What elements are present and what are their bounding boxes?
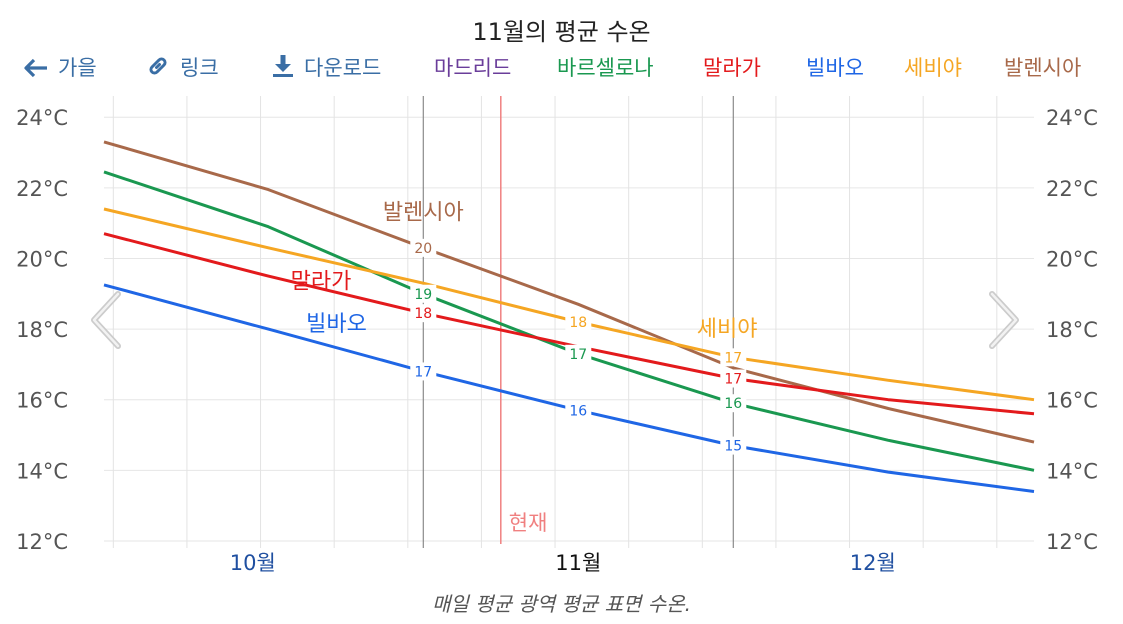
y-tick-label-right: 20°C [1046,247,1098,271]
city-button-barcelona[interactable]: 바르셀로나 [557,56,654,80]
series-line-2 [103,207,1035,402]
y-tick-label-left: 16°C [16,389,68,413]
y-tick-label-left: 18°C [16,318,68,342]
point-label-bg [720,436,747,455]
point-label-bg [720,394,747,413]
point-label-bg [565,313,592,331]
series-name-label-4: 빌바오 [306,312,367,337]
city-button-sevilla[interactable]: 세비야 [904,56,962,80]
download-button[interactable]: 다운로드 [272,52,381,84]
point-label-2: 17 [724,350,742,366]
point-label-bg [720,348,747,367]
point-label-bg [720,369,747,388]
y-tick-label-right: 16°C [1046,389,1098,413]
point-label-1: 16 [724,396,742,412]
y-tick-label-left: 20°C [16,247,68,271]
point-label-4: 17 [414,364,432,380]
download-icon [273,55,293,77]
toolbar: 가을 링크 다운로드 마드리드 바르셀로나 말라가 빌바오 세비야 발렌시아 [0,52,1123,86]
point-label-3: 17 [724,372,742,388]
series-name-label-0: 발렌시아 [383,201,464,226]
series-name-label-2: 세비야 [697,317,758,342]
next-button[interactable] [984,288,1024,352]
point-label-bg [410,238,437,257]
point-label-4: 15 [724,439,742,455]
point-label-bg [565,344,592,363]
city-button-bilbao[interactable]: 빌바오 [806,56,864,80]
now-marker-label: 현재 [509,511,548,535]
y-tick-label-right: 24°C [1046,106,1098,130]
link-icon [149,57,167,75]
data-label-layer: 20 발렌시아 19 17 16 18 17 세비야 18 17 말라가 17 16 15 빌바오 [291,201,758,455]
link-button[interactable]: 링크 [146,52,219,84]
axis-label-layer: 12°C 12°C 14°C 14°C 16°C 16°C 18°C 18°C 20°C 20°C… [16,106,1098,575]
y-tick-label-left: 14°C [16,459,68,483]
chevron-right-icon [989,291,1019,349]
y-tick-label-left: 24°C [16,106,68,130]
download-button-label: 다운로드 [304,56,382,80]
chevron-left-icon [91,291,121,349]
x-tick-label: 10월 [230,551,276,575]
series-name-label-3: 말라가 [291,269,352,294]
series-line-0 [103,140,1035,444]
back-button-label: 가을 [58,56,97,80]
y-tick-label-left: 12°C [16,530,68,554]
point-label-2: 18 [569,315,587,331]
y-tick-label-right: 12°C [1046,530,1098,554]
x-tick-label: 12월 [850,551,896,575]
grid-layer [104,96,1034,548]
point-label-bg [410,304,437,323]
point-label-4: 16 [569,403,587,419]
point-label-3: 18 [414,306,432,322]
point-label-bg [410,284,437,303]
now-marker-layer: 현재 [500,96,548,544]
previous-button[interactable] [86,288,126,352]
y-tick-label-right: 14°C [1046,459,1098,483]
point-label-bg [410,362,437,381]
point-label-bg [565,401,592,420]
city-button-malaga[interactable]: 말라가 [703,56,761,80]
chart-title: 11월의 평균 수온 [472,18,651,46]
link-button-label: 링크 [180,56,219,80]
y-tick-label-right: 18°C [1046,318,1098,342]
arrow-left-icon [24,58,47,78]
point-label-1: 19 [414,287,432,303]
x-tick-label: 11월 [555,551,601,575]
point-label-0: 20 [414,241,432,257]
y-tick-label-right: 22°C [1046,177,1098,201]
city-button-madrid[interactable]: 마드리드 [434,56,512,80]
point-label-1: 17 [569,347,587,363]
city-button-valencia[interactable]: 발렌시아 [1004,56,1082,80]
y-tick-label-left: 22°C [16,177,68,201]
back-button[interactable]: 가을 [24,52,97,84]
chart-caption: 매일 평균 광역 평균 표면 수온. [432,592,691,616]
